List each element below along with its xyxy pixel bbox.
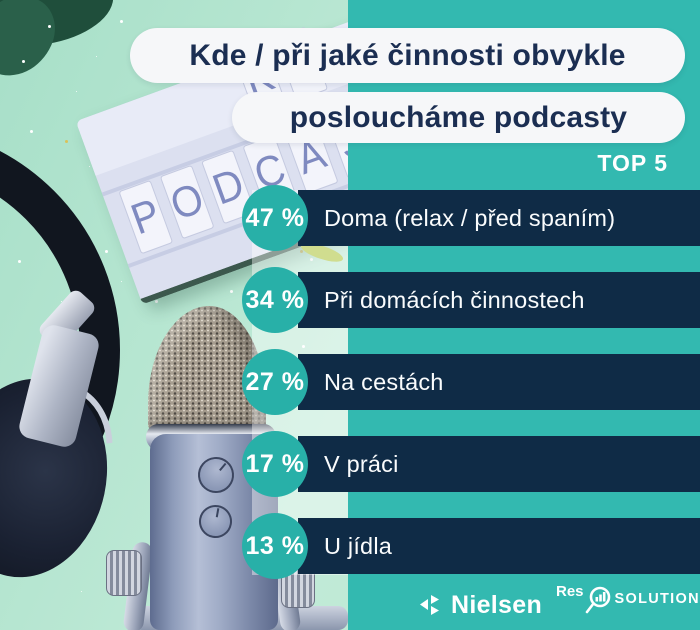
magnifier-chart-icon bbox=[585, 586, 610, 614]
microphone-thumbscrew-left bbox=[106, 550, 142, 596]
percent-badge: 47 % bbox=[242, 185, 308, 251]
bar-row: Doma (relax / před spaním) bbox=[298, 190, 700, 246]
bar-row: U jídla bbox=[298, 518, 700, 574]
bar-label: V práci bbox=[324, 450, 399, 477]
title-line-2: posloucháme podcasty bbox=[232, 92, 685, 143]
nielsen-arrows-icon bbox=[420, 595, 439, 615]
ressolution-res-text: Res bbox=[556, 583, 584, 600]
ressolution-solution-text: SOLUTION bbox=[614, 591, 700, 607]
title-text-1: Kde / při jaké činnosti obvykle bbox=[189, 38, 626, 72]
title-line-1: Kde / při jaké činnosti obvykle bbox=[130, 28, 685, 83]
bar-row: Při domácích činnostech bbox=[298, 272, 700, 328]
nielsen-logo: Nielsen bbox=[420, 590, 542, 620]
percent-badge: 17 % bbox=[242, 431, 308, 497]
bar-row: V práci bbox=[298, 436, 700, 492]
percent-badge: 13 % bbox=[242, 513, 308, 579]
nielsen-wordmark: Nielsen bbox=[451, 590, 543, 619]
ressolution-logo: Res SOLUTION bbox=[556, 582, 700, 618]
bar-label: U jídla bbox=[324, 532, 393, 559]
percent-badge: 27 % bbox=[242, 349, 308, 415]
bar-label: Doma (relax / před spaním) bbox=[324, 204, 616, 231]
bar-label: Na cestách bbox=[324, 368, 444, 395]
bar-row: Na cestách bbox=[298, 354, 700, 410]
title-text-2: posloucháme podcasty bbox=[289, 100, 628, 134]
percent-badge: 34 % bbox=[242, 267, 308, 333]
glitter-dots bbox=[0, 0, 3, 3]
top5-badge: TOP 5 bbox=[597, 150, 668, 176]
bar-label: Při domácích činnostech bbox=[324, 286, 585, 313]
